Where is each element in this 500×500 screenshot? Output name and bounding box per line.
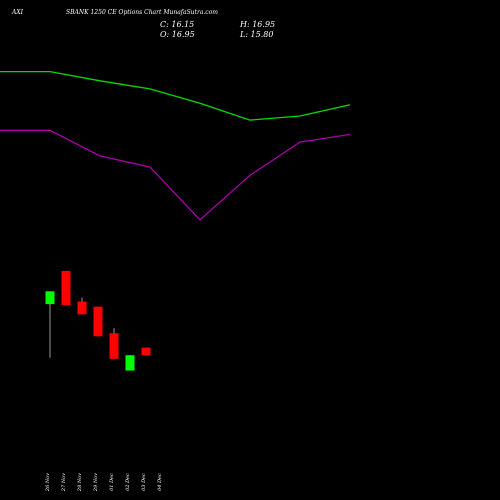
candle-01-dec <box>109 328 119 359</box>
high-value: H: 16.95 <box>239 20 275 29</box>
candle-body <box>45 291 55 305</box>
candle-03-dec <box>141 347 151 356</box>
x-tick-label: 26 Nov <box>45 473 51 492</box>
x-tick-label: 02 Dec <box>125 473 131 491</box>
candle-29-nov <box>93 306 103 337</box>
upper-indicator-line <box>0 70 351 121</box>
x-axis-ticks: 26 Nov 27 Nov 28 Nov 29 Nov 01 Dec 02 Dec 03 D… <box>45 473 163 492</box>
x-tick-label: 03 Dec <box>141 473 147 491</box>
x-tick-label: 04 Dec <box>157 473 163 491</box>
symbol-label: AXI <box>11 9 24 16</box>
open-value: O: 16.95 <box>160 30 195 39</box>
candle-27-nov <box>61 270 71 306</box>
indicator-lines <box>0 70 351 221</box>
lower-indicator-line <box>0 129 351 221</box>
close-value: C: 16.15 <box>160 20 194 29</box>
candle-body <box>141 347 151 356</box>
chart-title: SBANK 1250 CE Options Chart MunafaSutra.… <box>66 9 218 16</box>
x-tick-label: 01 Dec <box>109 473 115 491</box>
x-tick-label: 29 Nov <box>93 473 99 492</box>
candle-26-nov <box>45 291 55 358</box>
candle-body <box>61 270 71 306</box>
candle-28-nov <box>77 297 87 315</box>
candle-02-dec <box>125 355 135 371</box>
x-tick-label: 27 Nov <box>61 473 67 492</box>
candle-body <box>125 355 135 371</box>
candles <box>45 270 151 371</box>
candle-body <box>109 333 119 359</box>
candle-body <box>93 306 103 337</box>
x-tick-label: 28 Nov <box>77 473 83 492</box>
candle-body <box>77 301 87 315</box>
low-value: L: 15.80 <box>239 30 273 39</box>
